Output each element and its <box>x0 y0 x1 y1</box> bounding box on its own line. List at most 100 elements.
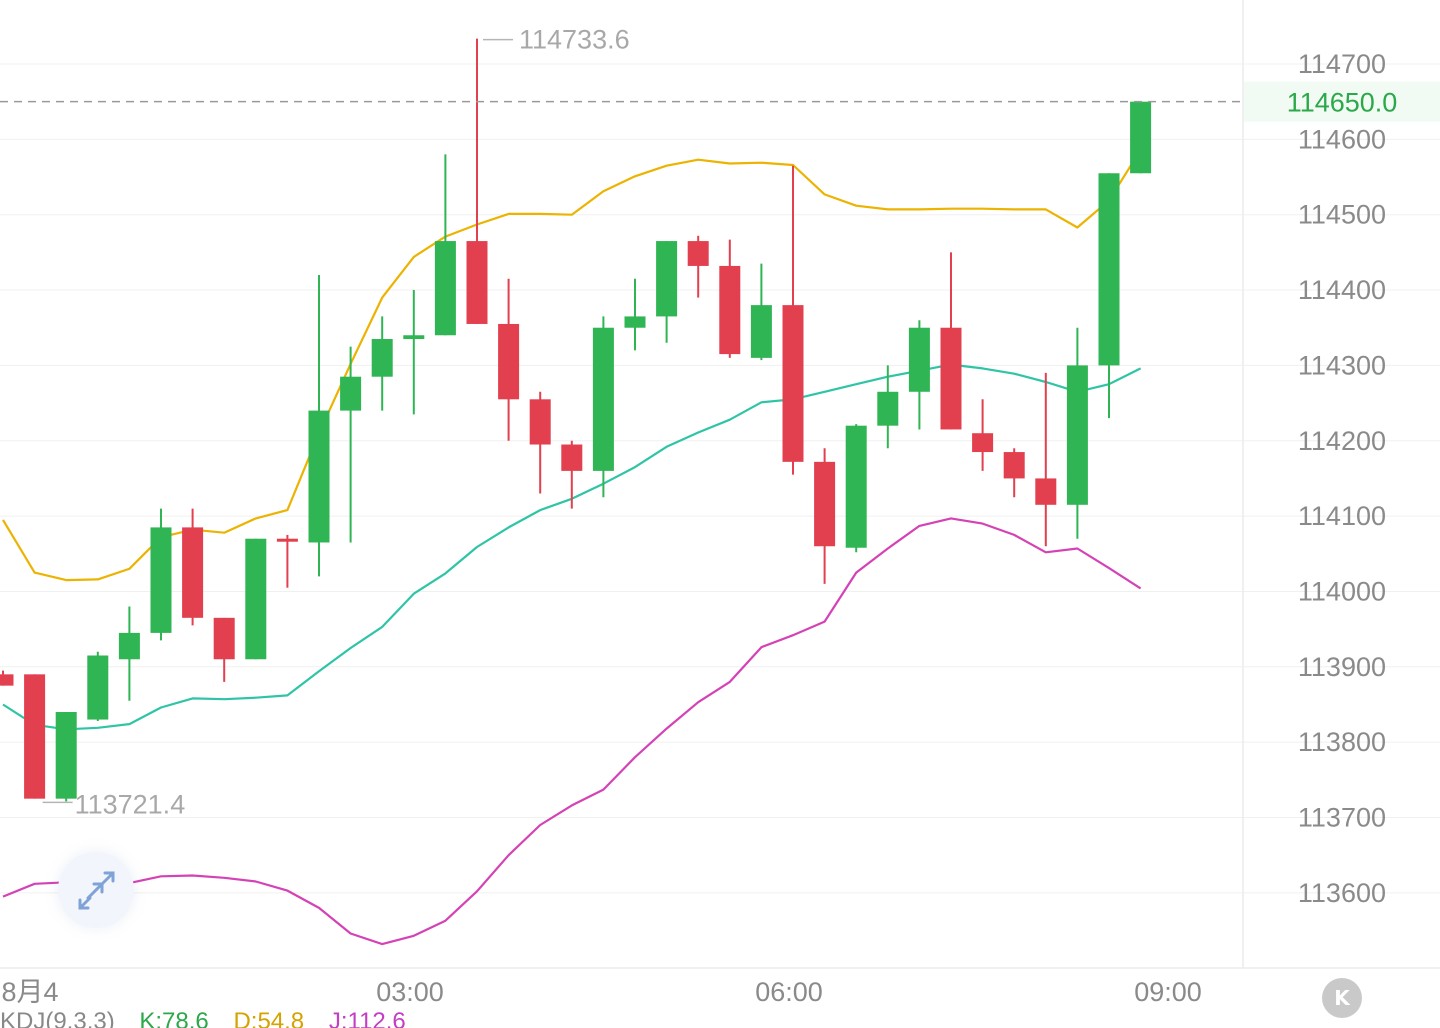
candle <box>845 424 867 553</box>
candle-body <box>213 617 235 660</box>
high-marker-label: 114733.6 <box>519 25 630 55</box>
candle-body <box>908 327 930 392</box>
x-tick-label: 8月4 <box>1 977 58 1007</box>
candle <box>340 346 362 543</box>
candle-body <box>814 461 836 547</box>
candle <box>434 154 456 336</box>
y-tick-label: 114300 <box>1298 350 1386 380</box>
candle <box>1003 448 1025 498</box>
candle-body <box>0 674 14 686</box>
candle <box>466 38 488 324</box>
candle <box>276 534 298 588</box>
candle <box>24 674 46 799</box>
candle-body <box>403 335 425 340</box>
candle <box>782 165 804 475</box>
candle <box>1066 327 1088 539</box>
candle-body <box>1098 173 1120 366</box>
candle <box>308 274 330 577</box>
x-tick-label: 03:00 <box>376 977 444 1007</box>
candle-body <box>845 425 867 548</box>
candle-body <box>182 527 204 618</box>
candle-body <box>782 305 804 462</box>
candle-body <box>340 376 362 411</box>
candle <box>908 320 930 430</box>
indicator-k-value: K:78.6 <box>139 1008 209 1028</box>
candle-body <box>529 399 551 445</box>
indicator-values: KDJ(9,3,3) K:78.6 D:54.8 J:112.6 <box>0 1008 406 1028</box>
kline-toggle-label: K <box>1334 986 1350 1010</box>
candle-body <box>55 712 77 799</box>
candle-body <box>592 327 614 471</box>
candle <box>87 651 109 722</box>
x-tick-label: 09:00 <box>1134 977 1202 1007</box>
candle <box>814 448 836 584</box>
y-tick-label: 113900 <box>1298 652 1386 682</box>
candle-body <box>498 323 520 400</box>
indicator-name: KDJ(9,3,3) <box>0 1008 115 1028</box>
candle <box>55 712 77 802</box>
candle <box>1098 173 1120 419</box>
candle-body <box>371 339 393 377</box>
y-tick-label: 114500 <box>1298 200 1386 230</box>
candle <box>498 278 520 441</box>
kline-toggle-button[interactable]: K <box>1322 978 1362 1018</box>
candle <box>371 316 393 411</box>
candle-body <box>877 391 899 426</box>
candle-body <box>561 444 583 471</box>
indicator-j-value: J:112.6 <box>328 1008 406 1028</box>
grid-layer <box>0 0 1440 969</box>
candle-body <box>1003 452 1025 479</box>
candle-body <box>940 327 962 430</box>
candle-body <box>719 265 741 355</box>
expand-arrows-icon <box>78 871 115 910</box>
lower-band-line <box>2 517 1142 946</box>
candle <box>972 399 994 471</box>
expand-button[interactable] <box>58 852 134 928</box>
y-tick-label: 114000 <box>1298 576 1386 606</box>
candle-body <box>24 674 46 799</box>
candle <box>0 670 14 686</box>
current-price-label: 114650.0 <box>1287 88 1398 118</box>
y-tick-label: 114600 <box>1298 124 1386 154</box>
candle-body <box>1066 365 1088 505</box>
middle-band-line <box>2 363 1142 731</box>
candle <box>719 239 741 358</box>
candle-body <box>466 241 488 324</box>
candle <box>624 278 646 351</box>
x-tick-label: 06:00 <box>755 977 823 1007</box>
candle-body <box>150 527 172 633</box>
candle <box>750 263 772 361</box>
candle-body <box>750 305 772 358</box>
y-tick-label: 114700 <box>1298 49 1386 79</box>
overlays: 114650.0 114733.6 113721.4 <box>0 25 1440 819</box>
candle <box>245 538 267 660</box>
candle-body <box>118 632 140 660</box>
candle <box>150 508 172 641</box>
candle-body <box>972 433 994 453</box>
candle <box>656 241 678 343</box>
candle-body <box>1130 101 1152 174</box>
y-tick-label: 113800 <box>1298 727 1386 757</box>
candle <box>592 316 614 498</box>
indicator-d-value: D:54.8 <box>233 1008 305 1028</box>
candle-body <box>308 410 330 543</box>
y-tick-label: 114100 <box>1298 501 1386 531</box>
candle-body <box>1035 478 1057 505</box>
candle <box>403 290 425 415</box>
candle <box>687 235 709 298</box>
y-tick-label: 113600 <box>1298 878 1386 908</box>
candle-body <box>245 538 267 660</box>
candle <box>118 606 140 701</box>
candle <box>561 440 583 509</box>
candle-body <box>624 316 646 328</box>
bollinger-bands <box>2 149 1142 946</box>
candle-body <box>656 241 678 317</box>
current-price-badge <box>1244 81 1440 122</box>
y-tick-label: 113700 <box>1298 803 1386 833</box>
candle <box>1035 372 1057 547</box>
candle-body <box>87 655 109 720</box>
candle-body <box>276 538 298 542</box>
candle <box>182 508 204 626</box>
axes: 114700 114600 114500 114400 114300 114200 1141… <box>1 49 1386 1007</box>
